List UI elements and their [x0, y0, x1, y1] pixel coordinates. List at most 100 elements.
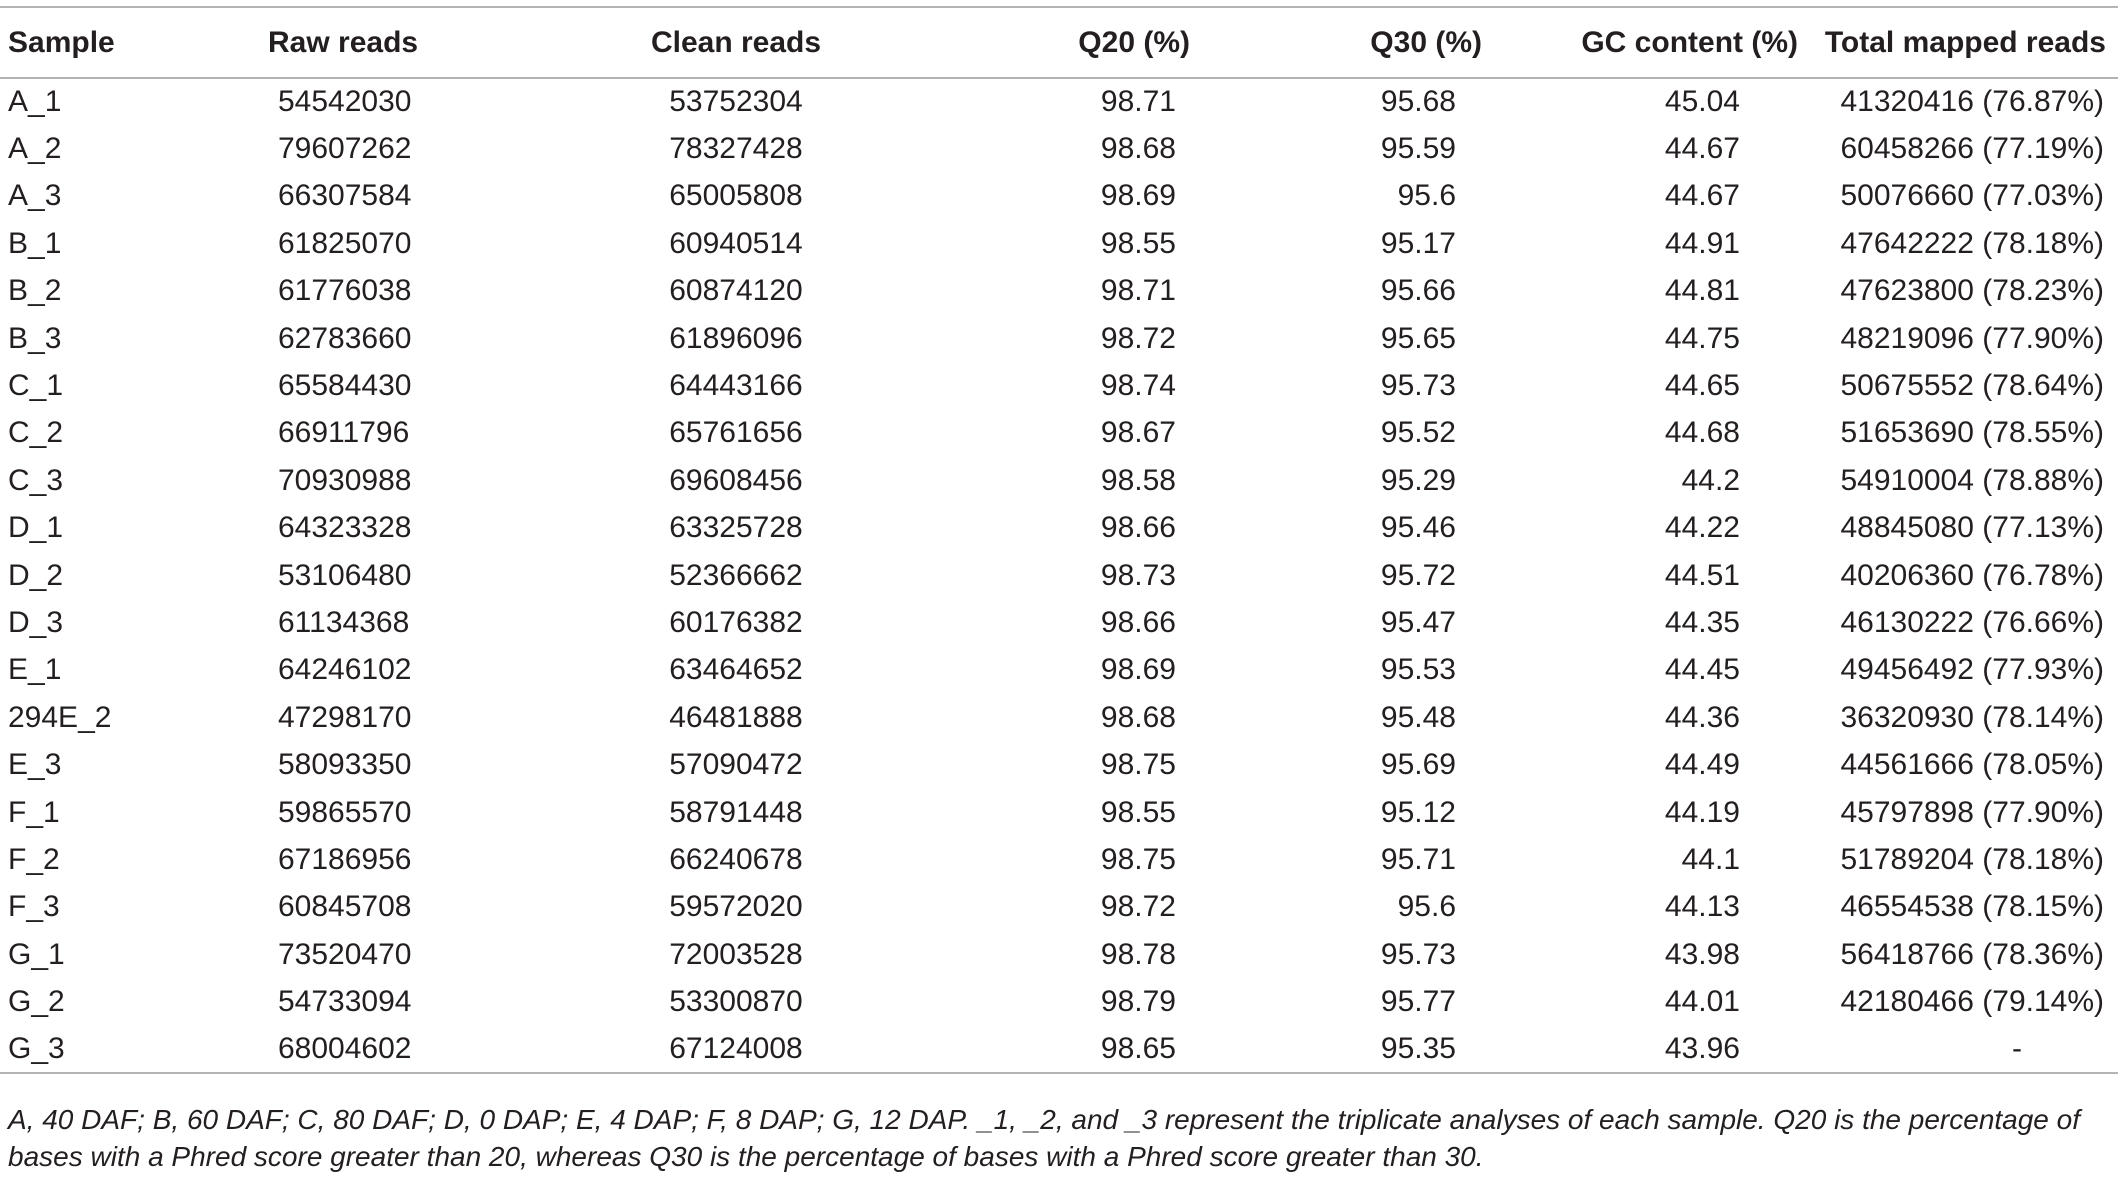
cell-q30: 95.77 — [1380, 985, 1456, 1019]
cell-gc-content: 44.22 — [1664, 511, 1740, 545]
cell-total-mapped-reads: 51653690 (78.55%) — [1840, 416, 2104, 450]
header-total-mapped-reads: Total mapped reads — [1810, 6, 2118, 79]
cell-raw-reads: 61776038 — [278, 274, 412, 308]
cell-q20: 98.71 — [1100, 85, 1176, 119]
cell-q30: 95.73 — [1380, 937, 1456, 971]
cell-q30: 95.72 — [1380, 558, 1456, 592]
cell-clean-reads: 57090472 — [669, 748, 803, 782]
cell-sample: C_3 — [8, 463, 64, 497]
table-row: 294E_2 47298170 46481888 98.68 95.48 44.36 363… — [0, 694, 2118, 741]
cell-gc-content: 44.81 — [1664, 274, 1740, 308]
cell-gc-content: 43.96 — [1510, 1025, 1810, 1075]
header-sample: Sample — [0, 6, 200, 79]
cell-q30: 95.17 — [1380, 226, 1456, 260]
table-row: B_1 61825070 60940514 98.55 95.17 44.91 476422… — [0, 220, 2118, 267]
cell-sample: F_3 — [8, 890, 60, 924]
cell-q20: 98.79 — [1100, 985, 1176, 1019]
table-row: F_3 60845708 59572020 98.72 95.6 44.13 4655453… — [0, 884, 2118, 931]
cell-clean-reads: 78327428 — [669, 132, 803, 166]
cell-sample: A_1 — [8, 85, 62, 119]
cell-total-mapped-reads: 50675552 (78.64%) — [1840, 369, 2104, 403]
table-row: D_2 53106480 52366662 98.73 95.72 44.51 402063… — [0, 552, 2118, 599]
cell-q20: 98.72 — [1100, 321, 1176, 355]
cell-raw-reads: 66911796 — [278, 416, 410, 450]
cell-gc-content: 44.13 — [1664, 890, 1740, 924]
cell-raw-reads: 64246102 — [278, 653, 412, 687]
cell-gc-content: 44.51 — [1664, 558, 1740, 592]
cell-q30: 95.65 — [1380, 321, 1456, 355]
cell-total-mapped-reads: 51789204 (78.18%) — [1840, 842, 2104, 876]
cell-sample: D_2 — [8, 558, 64, 592]
header-raw-reads: Raw reads — [200, 6, 590, 79]
cell-q30: 95.69 — [1380, 748, 1456, 782]
cell-sample: F_2 — [8, 842, 60, 876]
cell-q30: 95.48 — [1380, 700, 1456, 734]
cell-gc-content: 44.19 — [1664, 795, 1740, 829]
cell-raw-reads: 65584430 — [278, 369, 412, 403]
cell-clean-reads: 53752304 — [669, 85, 803, 119]
cell-gc-content: 43.98 — [1664, 937, 1740, 971]
cell-q30: 95.68 — [1380, 85, 1456, 119]
table-row: G_2 54733094 53300870 98.79 95.77 44.01 421804… — [0, 978, 2118, 1025]
table-row: A_2 79607262 78327428 98.68 95.59 44.67 604582… — [0, 125, 2118, 172]
header-gc-content: GC content (%) — [1510, 6, 1810, 79]
table-row: A_3 66307584 65005808 98.69 95.6 44.67 5007666… — [0, 173, 2118, 220]
cell-sample: B_3 — [8, 321, 62, 355]
cell-raw-reads: 54733094 — [278, 985, 412, 1019]
cell-q30: 95.71 — [1380, 842, 1456, 876]
cell-raw-reads: 59865570 — [278, 795, 412, 829]
cell-sample: F_1 — [8, 795, 60, 829]
cell-sample: D_3 — [8, 605, 64, 639]
cell-raw-reads: 61134368 — [278, 605, 410, 639]
cell-q20: 98.75 — [1100, 842, 1176, 876]
cell-raw-reads: 61825070 — [278, 226, 412, 260]
cell-q30: 95.59 — [1380, 132, 1456, 166]
cell-gc-content: 44.2 — [1681, 463, 1740, 497]
header-clean-reads: Clean reads — [590, 6, 890, 79]
cell-sample: G_2 — [8, 985, 65, 1019]
cell-q20: 98.78 — [1100, 937, 1176, 971]
cell-clean-reads: 67124008 — [590, 1025, 890, 1075]
cell-sample: G_1 — [8, 937, 65, 971]
cell-total-mapped-reads: 36320930 (78.14%) — [1840, 700, 2104, 734]
cell-total-mapped-reads: 48845080 (77.13%) — [1840, 511, 2104, 545]
table-row: E_1 64246102 63464652 98.69 95.53 44.45 494564… — [0, 647, 2118, 694]
cell-clean-reads: 64443166 — [669, 369, 803, 403]
cell-gc-content: 44.45 — [1664, 653, 1740, 687]
cell-gc-content: 44.49 — [1664, 748, 1740, 782]
table-row: G_3 68004602 67124008 98.65 95.35 43.96- — [0, 1025, 2118, 1075]
cell-total-mapped-reads: 45797898 (77.90%) — [1840, 795, 2104, 829]
cell-clean-reads: 65005808 — [669, 179, 803, 213]
cell-raw-reads: 79607262 — [278, 132, 412, 166]
cell-raw-reads: 60845708 — [278, 890, 412, 924]
cell-sample: E_3 — [8, 748, 62, 782]
cell-q20: 98.65 — [890, 1025, 1220, 1075]
cell-clean-reads: 69608456 — [669, 463, 803, 497]
cell-q20: 98.74 — [1100, 369, 1176, 403]
cell-raw-reads: 68004602 — [200, 1025, 590, 1075]
table-body: A_1 54542030 53752304 98.71 95.68 45.04 413204… — [0, 78, 2118, 1075]
cell-clean-reads: 65761656 — [669, 416, 803, 450]
cell-total-mapped-reads: 60458266 (77.19%) — [1840, 132, 2104, 166]
cell-clean-reads: 66240678 — [669, 842, 803, 876]
cell-gc-content: 44.67 — [1664, 179, 1740, 213]
cell-raw-reads: 62783660 — [278, 321, 412, 355]
cell-q20: 98.66 — [1100, 511, 1176, 545]
cell-clean-reads: 72003528 — [669, 937, 803, 971]
cell-sample: B_2 — [8, 274, 62, 308]
cell-q30: 95.6 — [1397, 179, 1456, 213]
cell-q20: 98.69 — [1100, 179, 1176, 213]
table-row: F_1 59865570 58791448 98.55 95.12 44.19 457978… — [0, 789, 2118, 836]
cell-raw-reads: 66307584 — [278, 179, 412, 213]
cell-clean-reads: 46481888 — [669, 700, 803, 734]
cell-gc-content: 44.35 — [1664, 605, 1740, 639]
cell-q20: 98.55 — [1100, 226, 1176, 260]
cell-raw-reads: 64323328 — [278, 511, 412, 545]
cell-total-mapped-reads: - — [1810, 1025, 2118, 1075]
cell-raw-reads: 67186956 — [278, 842, 412, 876]
table-row: B_3 62783660 61896096 98.72 95.65 44.75 482190… — [0, 315, 2118, 362]
table-row: A_1 54542030 53752304 98.71 95.68 45.04 413204… — [0, 78, 2118, 125]
cell-sample: C_2 — [8, 416, 64, 450]
table-row: C_3 70930988 69608456 98.58 95.29 44.2 5491000… — [0, 457, 2118, 504]
table-row: B_2 61776038 60874120 98.71 95.66 44.81 476238… — [0, 268, 2118, 315]
